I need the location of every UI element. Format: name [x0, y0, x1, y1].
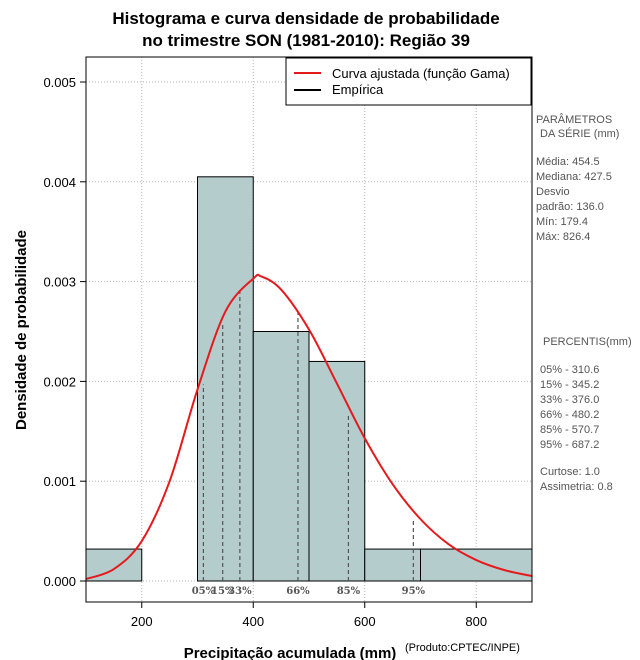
legend-label-empirical: Empírica [332, 82, 384, 97]
y-tick-label-2: 0.002 [43, 374, 76, 389]
parameters-panel: PARÂMETROS DA SÉRIE (mm) Média: 454.5 Me… [536, 113, 619, 243]
percentile-label-85%: 85% [337, 586, 361, 597]
percentile-lines: 05%15%33% 66% 85% 95% [192, 291, 426, 597]
y-tick-label-3: 0.003 [43, 275, 76, 290]
x-axis-label: Precipitação acumulada (mm) [184, 645, 397, 660]
x-tick-label-400: 400 [242, 614, 264, 629]
percentil-66: 66% - 480.2 [540, 409, 599, 421]
percentile-label-95%: 95% [402, 586, 426, 597]
param-min: Mín: 179.4 [536, 216, 588, 228]
params-heading-1: PARÂMETROS [536, 113, 612, 126]
fitted-gamma-curve [85, 273, 533, 580]
percentiles-panel: PERCENTIS(mm) 05% - 310.6 15% - 345.2 33… [540, 336, 632, 493]
percentil-05: 05% - 310.6 [540, 364, 599, 376]
histogram-bars [85, 176, 533, 582]
percentile-label-33%: 33% [228, 586, 252, 597]
param-median: Mediana: 427.5 [536, 171, 612, 183]
histogram-bar-4 [308, 360, 366, 582]
histogram-bar-3 [252, 331, 310, 582]
percentil-85: 85% - 570.7 [540, 424, 599, 436]
percentil-15: 15% - 345.2 [540, 379, 599, 391]
x-tick-label-200: 200 [131, 614, 153, 629]
legend-box [285, 57, 532, 106]
percentile-label-05%: 05% [192, 586, 216, 597]
param-desvio: Desvio [536, 186, 570, 198]
assimetria: Assimetria: 0.8 [540, 481, 613, 493]
y-tick-label-0: 0.000 [43, 574, 76, 589]
x-axis-ticks: 200 400 600 800 [131, 602, 487, 629]
chart-title-line1: Histograma e curva densidade de probabil… [112, 9, 499, 28]
histogram-bar-6 [420, 548, 533, 582]
histogram-bar-5 [364, 548, 421, 582]
x-tick-label-600: 600 [354, 614, 376, 629]
legend-label-fitted: Curva ajustada (função Gama) [332, 66, 510, 81]
percentile-label-15%: 15% [211, 586, 235, 597]
y-axis-ticks: 0.000 0.001 0.002 0.003 0.004 0.005 [43, 75, 86, 589]
y-tick-label-1: 0.001 [43, 474, 76, 489]
percentil-33: 33% - 376.0 [540, 394, 599, 406]
param-mean: Média: 454.5 [536, 156, 600, 168]
y-tick-label-5: 0.005 [43, 75, 76, 90]
y-axis-label: Densidade de probabilidade [13, 230, 30, 430]
chart-title-line2: no trimestre SON (1981-2010): Região 39 [142, 31, 470, 50]
plot-frame [85, 56, 533, 603]
credit-text: (Produto:CPTEC/INPE) [405, 642, 520, 654]
percentis-heading: PERCENTIS(mm) [543, 336, 632, 348]
legend: Curva ajustada (função Gama) Empírica [285, 57, 532, 106]
x-tick-label-800: 800 [465, 614, 487, 629]
y-tick-label-4: 0.004 [43, 175, 76, 190]
curtose: Curtose: 1.0 [540, 466, 600, 478]
histogram-bar-2 [197, 176, 254, 582]
percentile-label-66%: 66% [286, 586, 310, 597]
percentil-95: 95% - 687.2 [540, 439, 599, 451]
param-stddev: padrão: 136.0 [536, 201, 604, 213]
params-heading-2: DA SÉRIE (mm) [540, 127, 619, 140]
param-max: Máx: 826.4 [536, 231, 590, 243]
